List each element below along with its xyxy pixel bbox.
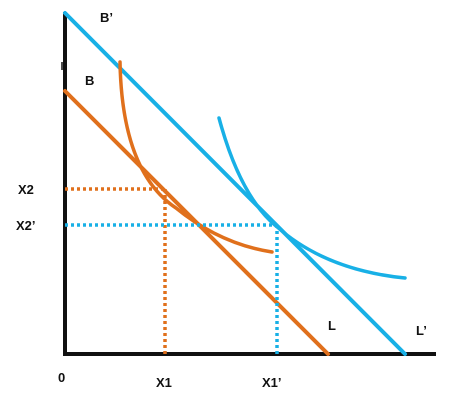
budget-line-b-prime-l-prime: [63, 11, 407, 356]
label-x1: X1: [156, 375, 172, 390]
label-origin: 0: [58, 370, 65, 385]
label-x1-prime: X1’: [262, 375, 282, 390]
label-l: L: [328, 318, 336, 333]
label-b-prime: B’: [100, 10, 113, 25]
label-l-prime: L’: [416, 323, 427, 338]
label-b: B: [85, 73, 94, 88]
label-x2-prime: X2’: [16, 218, 36, 233]
label-x2: X2: [18, 182, 34, 197]
indifference-curve-orange: [118, 60, 274, 254]
